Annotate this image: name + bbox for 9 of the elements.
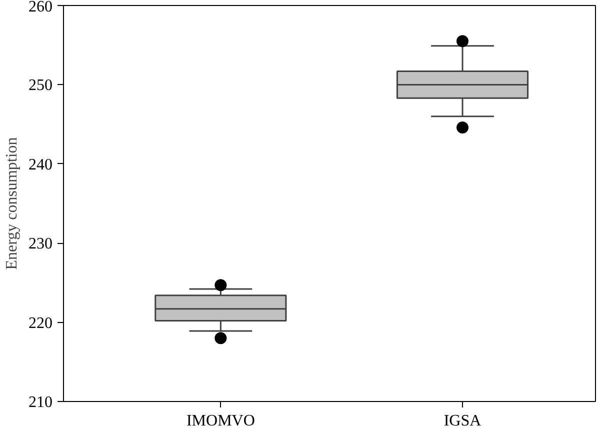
y-tick-label: 240 [28,156,52,174]
y-tick-label: 230 [28,236,52,253]
y-tick-label: 210 [28,394,52,411]
y-axis-title: Energy consumption [4,137,20,270]
x-tick-label: IGSA [444,412,482,430]
x-tick-label: IMOMVO [186,412,255,430]
y-tick-label: 250 [28,77,52,94]
y-tick-label: 220 [28,314,52,332]
y-tick-label: 260 [28,0,52,16]
